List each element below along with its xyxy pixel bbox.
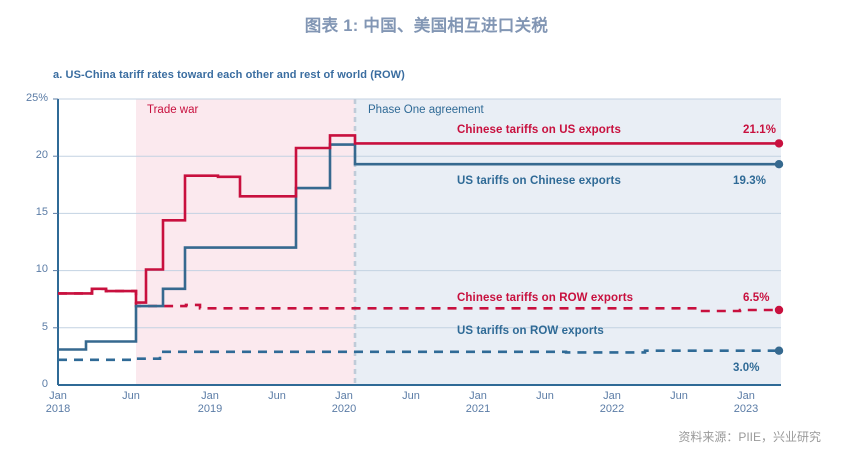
gridlines bbox=[58, 98, 781, 329]
x-tick-year: 2023 bbox=[733, 403, 759, 415]
y-tick-label: 20 bbox=[35, 149, 48, 161]
x-tick-label: Jun bbox=[515, 390, 575, 403]
x-tick-label: Jan 2020 bbox=[314, 390, 374, 416]
series-line-chinese-tariffs-row-exports bbox=[58, 287, 779, 313]
x-tick-label: Jan 2019 bbox=[180, 390, 240, 416]
annotation-phase-one: Phase One agreement bbox=[368, 104, 484, 116]
series-value-us-tariffs-chinese-exports: 19.3% bbox=[733, 175, 767, 187]
x-tick-label: Jun bbox=[649, 390, 709, 403]
y-tick-label: 10 bbox=[35, 263, 48, 275]
x-tick-year: 2022 bbox=[599, 403, 625, 415]
x-tick-label: Jun bbox=[101, 390, 161, 403]
x-tick-label: Jan 2018 bbox=[28, 390, 88, 416]
y-tick-label: 0 bbox=[41, 378, 48, 390]
x-tick-month: Jan bbox=[603, 390, 621, 402]
y-tick-label: 25% bbox=[25, 92, 48, 104]
x-tick-year: 2019 bbox=[197, 403, 223, 415]
series-label-us-tariffs-row-exports: US tariffs on ROW exports bbox=[457, 325, 604, 337]
phase-one-band bbox=[355, 99, 781, 385]
x-tick-month: Jan bbox=[201, 390, 219, 402]
series-line-us-tariffs-chinese-exports bbox=[58, 143, 779, 351]
series-value-us-tariffs-row-exports: 3.0% bbox=[733, 362, 760, 374]
x-tick-year: 2020 bbox=[331, 403, 357, 415]
x-tick-month: Jan bbox=[49, 390, 67, 402]
chart-subtitle: a. US-China tariff rates toward each oth… bbox=[53, 69, 405, 81]
series-value-chinese-tariffs-row-exports: 6.5% bbox=[743, 292, 770, 304]
endpoint-chinese-tariffs-us-exports bbox=[774, 139, 784, 148]
x-tick-label: Jan 2021 bbox=[448, 390, 508, 416]
x-tick-month: Jan bbox=[335, 390, 353, 402]
series-value-chinese-tariffs-us-exports: 21.1% bbox=[743, 124, 777, 136]
endpoint-chinese-tariffs-row-exports bbox=[774, 305, 784, 315]
x-tick-month: Jun bbox=[122, 390, 140, 402]
x-tick-label: Jun bbox=[381, 390, 441, 403]
series-line-us-tariffs-row-exports bbox=[58, 349, 779, 362]
x-tick-year: 2018 bbox=[45, 403, 71, 415]
trade-war-band bbox=[136, 99, 355, 385]
source-note: 资料来源：PIIE，兴业研究 bbox=[678, 430, 821, 444]
x-tick-month: Jun bbox=[402, 390, 420, 402]
series-line-chinese-tariffs-us-exports bbox=[58, 134, 779, 304]
x-tick-label: Jun bbox=[247, 390, 307, 403]
y-tick-label: 5 bbox=[41, 321, 48, 333]
x-tick-year: 2021 bbox=[465, 403, 491, 415]
series-label-chinese-tariffs-row-exports: Chinese tariffs on ROW exports bbox=[457, 292, 634, 304]
page-title: 图表 1: 中国、美国相互进口关税 bbox=[304, 17, 549, 35]
x-tick-month: Jun bbox=[670, 390, 688, 402]
endpoint-us-tariffs-row-exports bbox=[774, 346, 784, 355]
axis-lines bbox=[57, 99, 781, 386]
x-tick-month: Jan bbox=[469, 390, 487, 402]
x-tick-month: Jan bbox=[737, 390, 755, 402]
x-tick-month: Jun bbox=[268, 390, 286, 402]
endpoint-us-tariffs-chinese-exports bbox=[774, 160, 784, 169]
y-tick-label: 15 bbox=[35, 206, 48, 218]
series-label-us-tariffs-chinese-exports: US tariffs on Chinese exports bbox=[457, 175, 621, 187]
x-tick-month: Jun bbox=[536, 390, 554, 402]
x-tick-label: Jan 2023 bbox=[716, 390, 776, 416]
series-label-chinese-tariffs-us-exports: Chinese tariffs on US exports bbox=[457, 124, 621, 136]
annotation-trade-war: Trade war bbox=[147, 104, 199, 116]
y-axis-ticks bbox=[53, 98, 58, 329]
x-tick-label: Jan 2022 bbox=[582, 390, 642, 416]
